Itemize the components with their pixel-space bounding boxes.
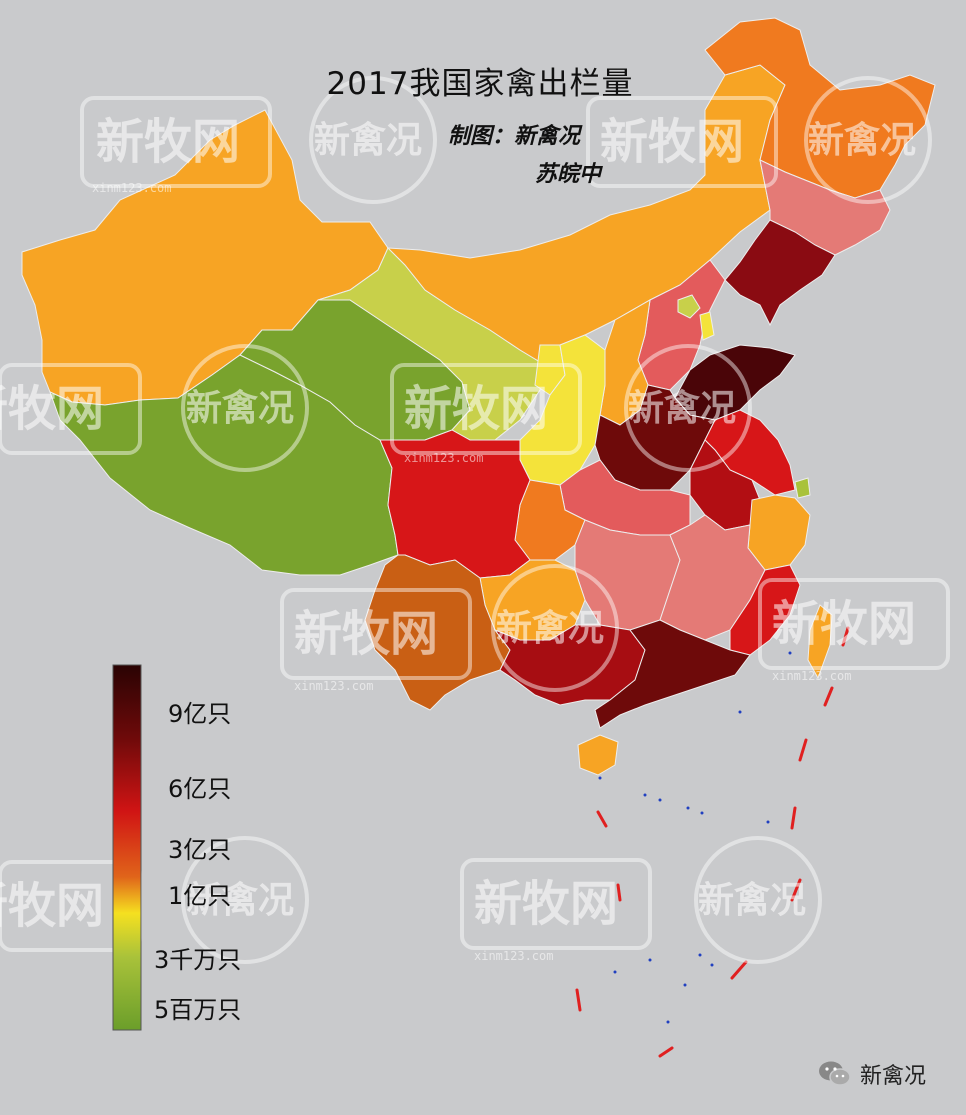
svg-text:新牧网: 新牧网 [474,876,618,932]
island-dots [598,651,792,1024]
svg-text:新牧网: 新牧网 [0,381,104,437]
province-regions [21,17,936,776]
watermark-logo: 新牧网 xinm123.com [80,96,272,195]
watermark-logo: 新牧网 xinm123.com [280,588,472,693]
region-tianjin [699,311,715,341]
map-title: 2017我国家禽出栏量 [326,66,634,102]
region-yunnan [364,554,511,711]
wechat-account-name: 新禽况 [860,1064,927,1089]
watermark-logo: 新牧网 xinm123.com [460,858,652,963]
svg-text:新禽况: 新禽况 [186,388,294,429]
legend-color-bar [112,664,142,1031]
watermark-circle: 新禽况 [309,76,437,204]
svg-text:新禽况: 新禽况 [808,120,916,161]
nine-dash-line [575,626,850,1058]
svg-text:新禽况: 新禽况 [314,120,422,161]
svg-text:新牧网: 新牧网 [294,606,438,662]
svg-text:新牧网: 新牧网 [772,596,916,652]
watermark-logo: 新牧网 [586,96,778,188]
svg-text:新牧网: 新牧网 [404,381,548,437]
wechat-account-badge: 新禽况 [818,1058,926,1090]
region-hainan [577,734,619,776]
watermark-logo: 新牧网 xinm123.com [390,363,582,465]
svg-text:新牧网: 新牧网 [0,878,104,934]
region-sichuan [379,429,531,579]
watermark-circle: 新禽况 [181,344,309,472]
region-shanghai [794,477,811,499]
svg-text:新牧网: 新牧网 [600,114,744,170]
region-heilongjiang [704,17,936,199]
map-credit: 制图：新禽况 [448,123,581,149]
region-taiwan [807,604,833,680]
svg-text:新禽况: 新禽况 [628,388,736,429]
legend-label-1e8: 1亿只 [168,882,232,910]
legend-label-5e6: 5百万只 [154,996,242,1024]
legend-label-6e8: 6亿只 [168,775,232,803]
region-beijing [677,294,701,319]
map-credit-name: 苏皖中 [535,161,602,187]
watermark-circle: 新禽况 [491,564,619,692]
svg-text:新禽况: 新禽况 [496,608,604,649]
svg-text:新禽况: 新禽况 [186,880,294,921]
legend-label-9e8: 9亿只 [168,700,232,728]
svg-text:xinm123.com: xinm123.com [92,181,171,195]
svg-text:xinm123.com: xinm123.com [294,679,373,693]
svg-text:xinm123.com: xinm123.com [772,669,851,683]
watermark-circle: 新禽况 [694,836,822,964]
watermark-circle: 新禽况 [804,76,932,204]
legend-label-3e7: 3千万只 [154,946,242,974]
svg-text:新牧网: 新牧网 [96,114,240,170]
svg-text:xinm123.com: xinm123.com [404,451,483,465]
watermark-logo: 新牧网 xinm123.com [758,578,950,683]
svg-text:xinm123.com: xinm123.com [474,949,553,963]
legend-label-3e8: 3亿只 [168,836,232,864]
region-liaoning [724,219,836,327]
region-guangdong [594,619,751,729]
watermark-circle: 新禽况 [624,344,752,472]
watermark-logo: 新牧网 [0,363,142,455]
region-zhejiang [747,494,811,571]
region-fujian [729,564,801,656]
wechat-icon [819,1061,851,1086]
svg-text:新禽况: 新禽况 [698,880,806,921]
watermarks: 新牧网 xinm123.com 新牧网 新牧网 xinm123.com 新牧网 … [0,76,950,964]
watermark-circle: 新禽况 [181,836,309,964]
